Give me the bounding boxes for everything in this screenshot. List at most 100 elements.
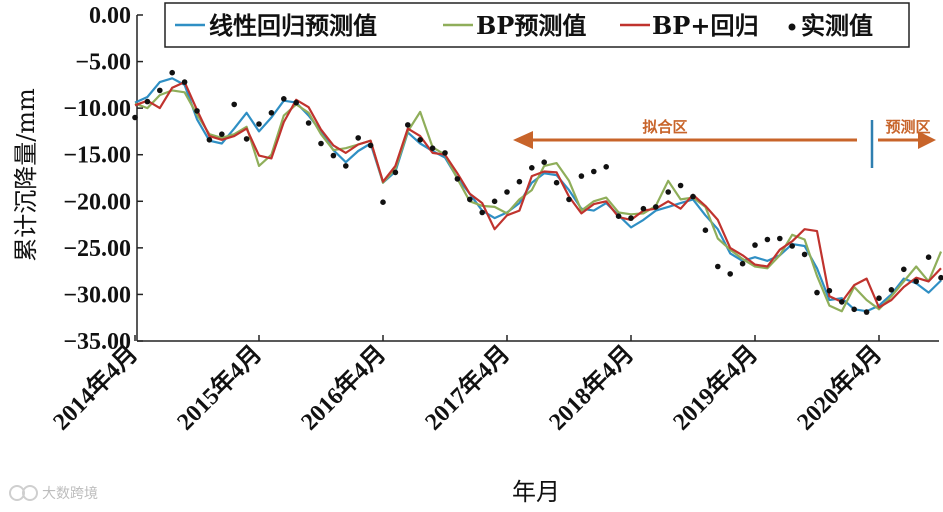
measured-point	[777, 235, 783, 242]
y-tick-label: −10.00	[63, 96, 131, 122]
measured-point	[789, 243, 795, 249]
measured-point	[330, 152, 337, 159]
y-tick-label: −20.00	[63, 189, 131, 215]
measured-point	[305, 120, 312, 126]
legend-label-linear: 线性回归预测值	[209, 11, 377, 40]
measured-point	[739, 260, 746, 267]
x-axis-label: 年月	[512, 478, 560, 506]
predict-zone-arrowhead	[918, 131, 936, 149]
measured-point	[901, 266, 907, 273]
measured-point	[814, 289, 820, 296]
x-tick-label: 2017年4月	[419, 339, 515, 435]
y-tick-label: −15.00	[63, 143, 131, 169]
legend-label-bp-reg: BP+回归	[652, 11, 758, 40]
x-tick-label: 2018年4月	[543, 339, 639, 435]
x-tick-label: 2020年4月	[791, 339, 887, 435]
series-layer	[132, 69, 943, 315]
y-tick-label: −30.00	[63, 282, 131, 308]
measured-point	[219, 131, 225, 137]
measured-point	[132, 114, 138, 121]
y-tick-label: 0.00	[89, 3, 131, 29]
measured-point	[343, 163, 349, 169]
measured-point	[715, 263, 721, 270]
measured-point	[752, 242, 758, 248]
measured-point	[355, 135, 362, 141]
measured-point	[677, 182, 684, 189]
measured-point	[281, 96, 287, 102]
measured-point	[826, 287, 833, 294]
x-tick-label: 2016年4月	[295, 339, 391, 435]
watermark-logo-icon	[9, 485, 25, 501]
measured-point	[243, 136, 250, 142]
legend-box	[164, 2, 910, 48]
measured-point	[144, 98, 151, 105]
measured-point	[367, 142, 374, 149]
measured-point	[405, 122, 411, 128]
measured-point	[653, 204, 659, 210]
measured-point	[454, 176, 461, 182]
measured-point	[603, 164, 609, 170]
measured-point	[938, 274, 943, 281]
measured-point	[194, 108, 200, 114]
measured-point	[665, 189, 671, 195]
measured-point	[702, 227, 709, 233]
measured-point	[206, 137, 213, 143]
measured-point	[256, 121, 262, 127]
legend: 线性回归预测值 BP预测值 BP+回归 实测值	[164, 2, 910, 48]
plot-area	[136, 15, 939, 342]
x-tick-label: 2015年4月	[171, 339, 267, 435]
series-line-bp	[134, 89, 943, 313]
watermark-logo-icon-2	[22, 485, 38, 501]
measured-point	[392, 169, 399, 176]
y-axis-label: 累计沉降量/mm	[12, 88, 40, 262]
measured-point	[231, 101, 237, 108]
measured-point	[491, 198, 498, 205]
y-tick-label: −25.00	[63, 236, 131, 262]
measured-point	[925, 254, 932, 260]
measured-point	[429, 145, 436, 151]
measured-point	[591, 168, 597, 175]
fit-zone-arrowhead	[513, 131, 533, 149]
measured-point	[268, 110, 275, 116]
measured-point	[640, 205, 647, 212]
measured-point	[690, 193, 696, 200]
x-axis: 2014年4月 2015年4月 2016年4月 2017年4月 2018年4月 2019年…	[47, 335, 887, 436]
measured-point	[504, 189, 510, 195]
measured-point	[541, 159, 547, 165]
measured-point	[417, 137, 424, 143]
legend-marker-measured	[788, 23, 796, 31]
measured-point	[876, 295, 882, 302]
series-line-bp-regression	[134, 80, 942, 309]
x-tick-label: 2019年4月	[667, 339, 763, 435]
measured-point	[380, 199, 386, 205]
fit-zone-label: 拟合区	[642, 118, 687, 136]
y-axis: 0.00 −5.00 −10.00 −15.00 −20.00 −25.00 −30.00 −…	[63, 3, 143, 355]
measured-point	[566, 196, 572, 203]
measured-point	[293, 99, 300, 106]
legend-label-bp: BP预测值	[476, 11, 586, 40]
measured-point	[863, 309, 870, 315]
measured-point	[181, 79, 188, 85]
measured-point	[318, 140, 324, 147]
measured-point	[442, 150, 448, 156]
y-tick-label: −5.00	[75, 50, 131, 76]
legend-label-measured: 实测值	[801, 11, 873, 40]
measured-point	[764, 236, 771, 243]
measured-point	[888, 287, 895, 293]
measured-point	[578, 173, 585, 179]
measured-point	[467, 196, 473, 203]
measured-point	[628, 215, 634, 221]
measured-point	[839, 299, 845, 305]
y-tick-label: −35.00	[63, 329, 131, 355]
measured-point	[553, 179, 560, 186]
series-line-linear-regression	[134, 77, 942, 313]
measured-point	[479, 209, 486, 216]
measured-point	[529, 165, 535, 171]
measured-point	[169, 69, 175, 76]
measured-point	[516, 178, 523, 185]
watermark-text: 大数跨境	[42, 486, 98, 502]
measured-point	[913, 278, 919, 285]
measured-point	[801, 251, 808, 258]
measured-point	[157, 87, 163, 94]
